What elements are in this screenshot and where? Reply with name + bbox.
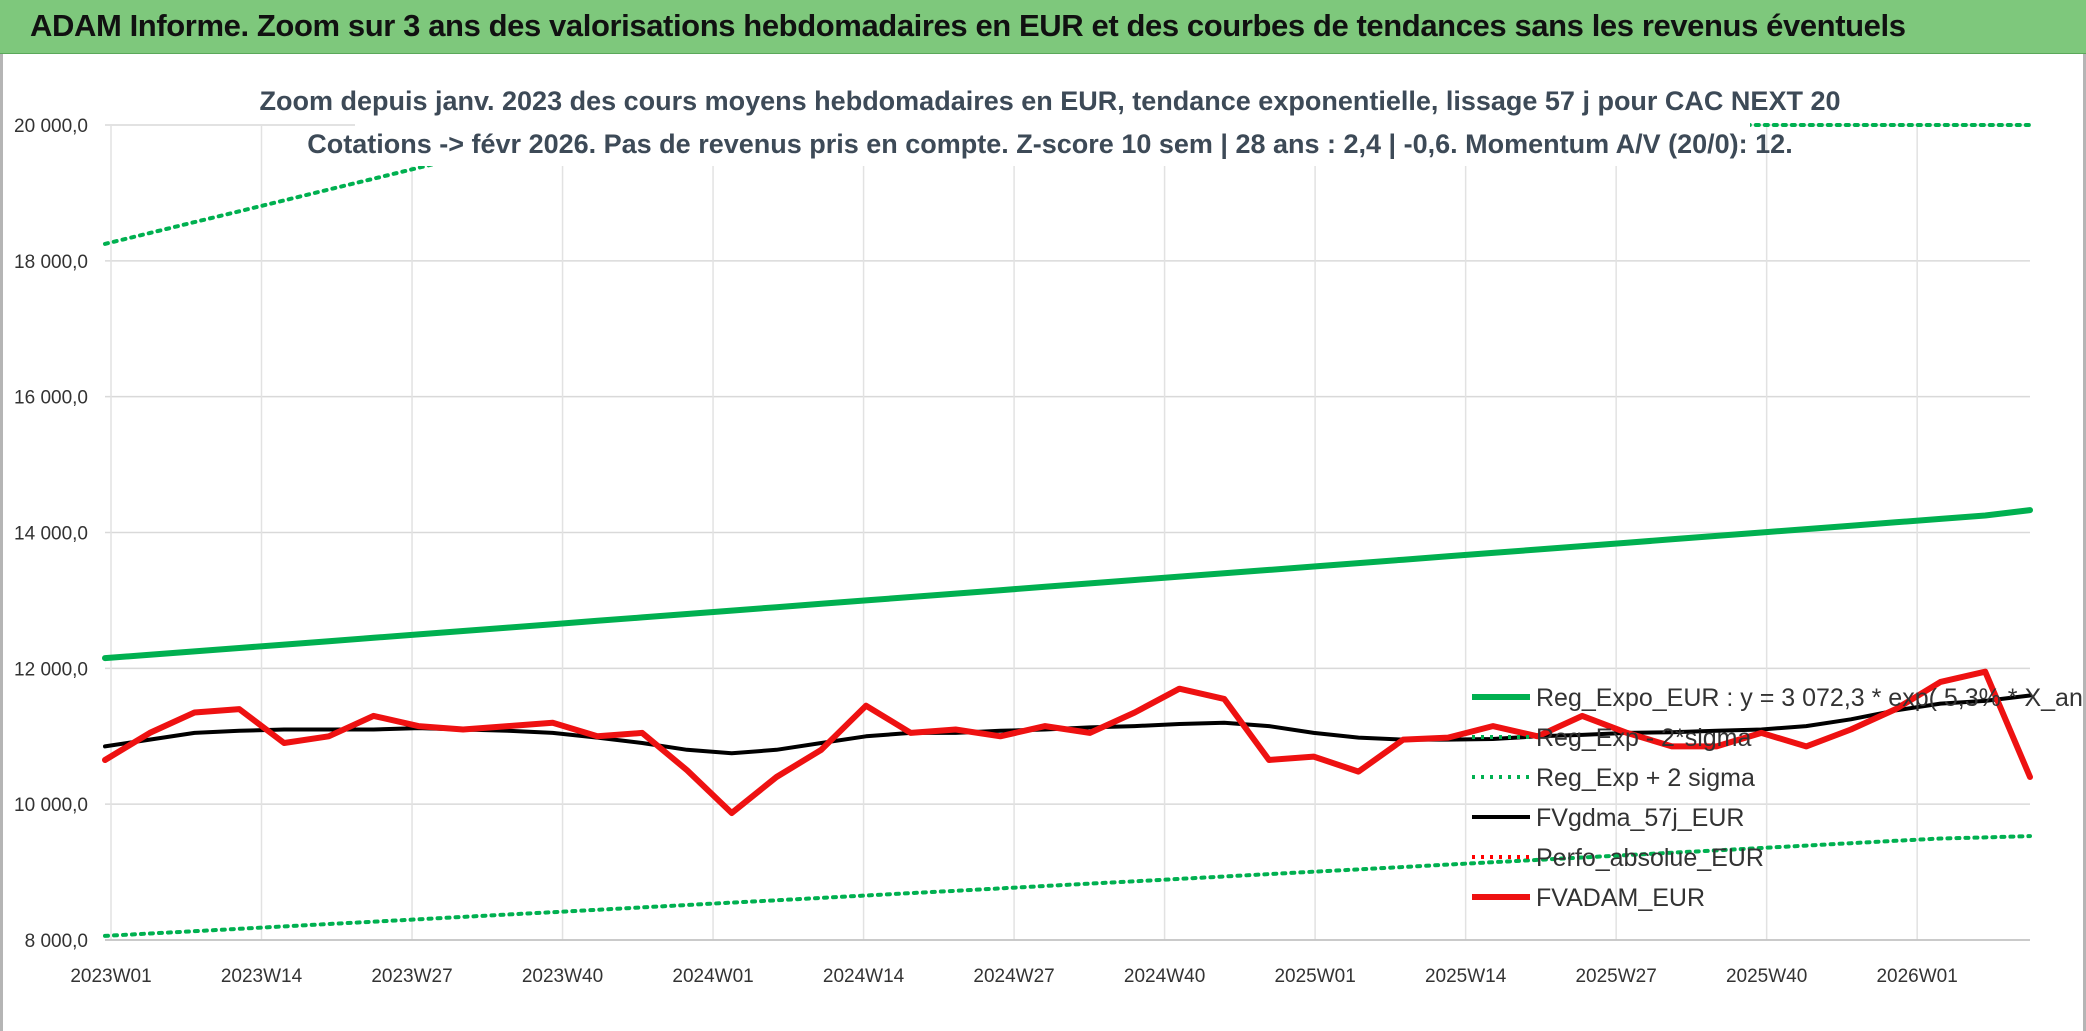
legend-label: Reg_Expo_EUR : y = 3 072,3 * exp( 5,3% *… [1536,684,2086,712]
x-tick-label: 2026W01 [1876,966,1957,987]
x-tick-label: 2023W27 [371,966,452,987]
series-line [102,668,2033,816]
x-tick-label: 2023W40 [522,966,603,987]
x-tick-label: 2024W40 [1124,966,1205,987]
x-tick-label: 2025W01 [1274,966,1355,987]
y-tick-label: 10 000,0 [14,795,88,816]
y-tick-label: 8 000,0 [25,931,88,952]
x-tick-label: 2024W01 [672,966,753,987]
x-tick-label: 2024W27 [973,966,1054,987]
legend-label: Reg_Exp + 2 sigma [1536,764,1755,792]
x-tick-label: 2025W14 [1425,966,1507,987]
x-tick-label: 2023W01 [70,966,151,987]
chart-frame [0,54,2086,1031]
y-tick-label: 20 000,0 [14,116,88,137]
legend-label: FVADAM_EUR [1536,884,1705,912]
legend-label: Perfo_absolue_EUR [1536,844,1764,872]
x-tick-label: 2025W40 [1726,966,1807,987]
header-bar: ADAM Informe. Zoom sur 3 ans des valoris… [0,0,2086,54]
chart-title-line-1: Zoom depuis janv. 2023 des cours moyens … [260,86,1841,116]
legend-label: Reg_Exp - 2*sigma [1536,724,1751,752]
x-tick-label: 2024W14 [823,966,905,987]
x-tick-label: 2023W14 [221,966,303,987]
y-tick-label: 12 000,0 [14,659,88,680]
page-title: ADAM Informe. Zoom sur 3 ans des valoris… [30,8,1906,43]
legend-label: FVgdma_57j_EUR [1536,804,1744,832]
y-tick-label: 14 000,0 [14,524,88,545]
y-tick-label: 16 000,0 [14,388,88,409]
x-tick-label: 2025W27 [1575,966,1656,987]
series-line [102,507,2033,662]
y-tick-label: 18 000,0 [14,252,88,273]
series-line [103,834,2032,938]
chart-title-background [355,80,1750,166]
chart-title-line-2: Cotations -> févr 2026. Pas de revenus p… [307,129,1792,159]
